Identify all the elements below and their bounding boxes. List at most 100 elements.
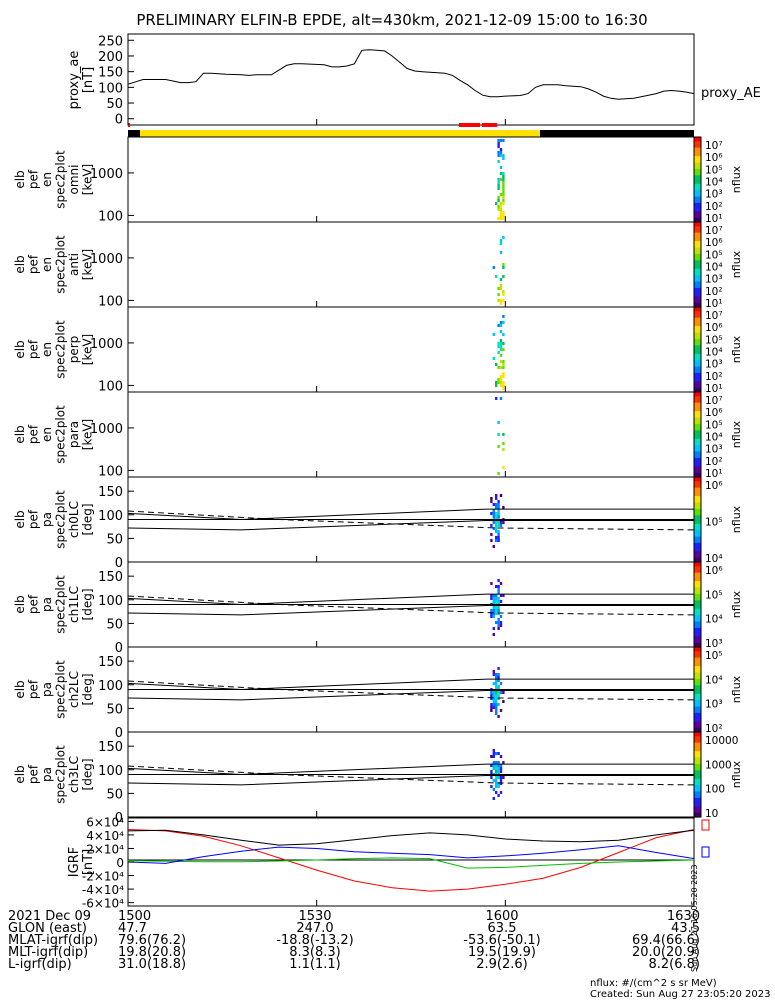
heatmap-cell [502, 199, 505, 202]
panel-frame [127, 306, 695, 393]
loss-cone-line [127, 678, 694, 691]
colorbar-segment [694, 262, 701, 266]
colorbar-segment [694, 179, 701, 183]
heatmap-cell [492, 670, 495, 673]
colorbar-segment [694, 156, 701, 159]
heatmap-cell [499, 770, 503, 773]
colorbar-tick-label: 10⁶ [705, 322, 723, 334]
colorbar-segment [694, 166, 701, 170]
heatmap-cells [490, 749, 505, 800]
colorbar-segment [694, 230, 701, 234]
colorbar-tick-label: 10² [705, 286, 723, 298]
heatmap-cell [492, 755, 495, 758]
colorbar-segment [694, 298, 701, 302]
heatmap-cell [495, 512, 498, 515]
colorbar-segment [694, 755, 701, 759]
heatmap-cell [502, 384, 505, 387]
heatmap-cell [499, 384, 503, 387]
heatmap-cell [502, 184, 505, 187]
heatmap-cell [492, 521, 495, 524]
colorbar-segment [694, 666, 701, 669]
colorbar-segment [694, 483, 701, 487]
colorbar-segment [694, 770, 701, 773]
panel-spec2plot_ch1LC: elb pef pa spec2plot ch1LC [deg] 0 50 100 150 [13, 561, 695, 656]
colorbar-segment [694, 432, 701, 436]
heatmap-cell [497, 515, 500, 518]
dashed-reference-line [127, 765, 695, 786]
heatmap-cell [497, 287, 500, 290]
panel-tick-label: 150 [98, 570, 123, 585]
colorbar-segment [694, 370, 701, 374]
colorbar-segment [694, 147, 701, 151]
heatmap-cell [497, 691, 500, 694]
colorbar-tick-label: 10⁴ [705, 674, 723, 686]
panel-ylabel-line: en [40, 342, 54, 357]
colorbar-label: nflux [730, 335, 743, 363]
colorbar-tick-label: 10³ [705, 359, 723, 371]
colorbar-segment [694, 630, 701, 633]
panel-ylabel-line: ch3LC [67, 756, 81, 793]
heatmap-cell [499, 682, 503, 685]
colorbar-segment [694, 362, 701, 365]
colorbar-segment [694, 776, 701, 780]
colorbar-segment [694, 528, 701, 531]
colorbar-segment [694, 808, 701, 812]
colorbar-segment [694, 477, 701, 480]
proxy-ae-ylabel-2: [nT] [81, 67, 96, 93]
heatmap-cell [492, 515, 495, 518]
heatmap-cell [495, 384, 498, 387]
colorbar-segment [694, 549, 701, 552]
colorbar-segment [694, 349, 701, 353]
heatmap-cell [502, 363, 505, 366]
colorbar-segment [694, 717, 701, 720]
heatmap-cell [497, 667, 500, 670]
side-timestamp: Sun Aug 27 16:05:20 2023 [690, 865, 699, 972]
colorbar-segment [694, 647, 701, 650]
heatmap-cell [497, 142, 500, 145]
panel-ylabel-line: pef [27, 169, 41, 189]
colorbar-segment [694, 736, 701, 739]
colorbar-segment [694, 347, 701, 351]
heatmap-cell [497, 472, 500, 475]
heatmap-cell [495, 621, 498, 624]
colorbar-segment [694, 591, 701, 595]
heatmap-cell [502, 214, 505, 217]
heatmap-cell [495, 709, 498, 712]
heatmap-cell [499, 242, 503, 245]
colorbar-segment [694, 610, 701, 614]
colorbar-segment [694, 268, 701, 272]
colorbar-segment [694, 392, 701, 395]
panel-ylabel-line: omni [67, 165, 81, 195]
heatmap-cells [492, 236, 505, 305]
panel-tick-label: 100 [98, 679, 123, 694]
heatmap-cell [502, 181, 505, 184]
colorbar-segment [694, 292, 701, 295]
heatmap-cell [492, 594, 495, 597]
colorbar-segment [694, 141, 701, 144]
heatmap-cell [497, 299, 500, 302]
heatmap-cell [499, 779, 503, 782]
colorbar-segment [694, 740, 701, 744]
heatmap-cell [495, 202, 498, 205]
heatmap-cell [499, 594, 503, 597]
colorbar-segment [694, 532, 701, 535]
panel-tick-label: 50 [106, 787, 123, 802]
colorbar-segment [694, 702, 701, 705]
x-row-label: GLON (east) [8, 921, 87, 936]
heatmap-cell [490, 694, 493, 697]
dashed-reference-line [127, 595, 695, 616]
colorbar-segment [694, 205, 701, 208]
colorbar-segment [694, 627, 701, 631]
colorbar-segment [694, 570, 701, 574]
orbit-marker-red-2 [482, 123, 497, 127]
heatmap-cell [495, 682, 498, 685]
panel-spec2plot_perp: elb pef en spec2plot perp [keV]100 1000 [13, 306, 695, 394]
panel-ylabel-line: en [40, 427, 54, 442]
heatmap-cell [495, 609, 498, 612]
heatmap-cell [495, 503, 498, 506]
heatmap-cell [495, 676, 498, 679]
colorbar-segment [694, 723, 701, 727]
colorbar-segment [694, 732, 701, 735]
colorbar-segment [694, 324, 701, 327]
